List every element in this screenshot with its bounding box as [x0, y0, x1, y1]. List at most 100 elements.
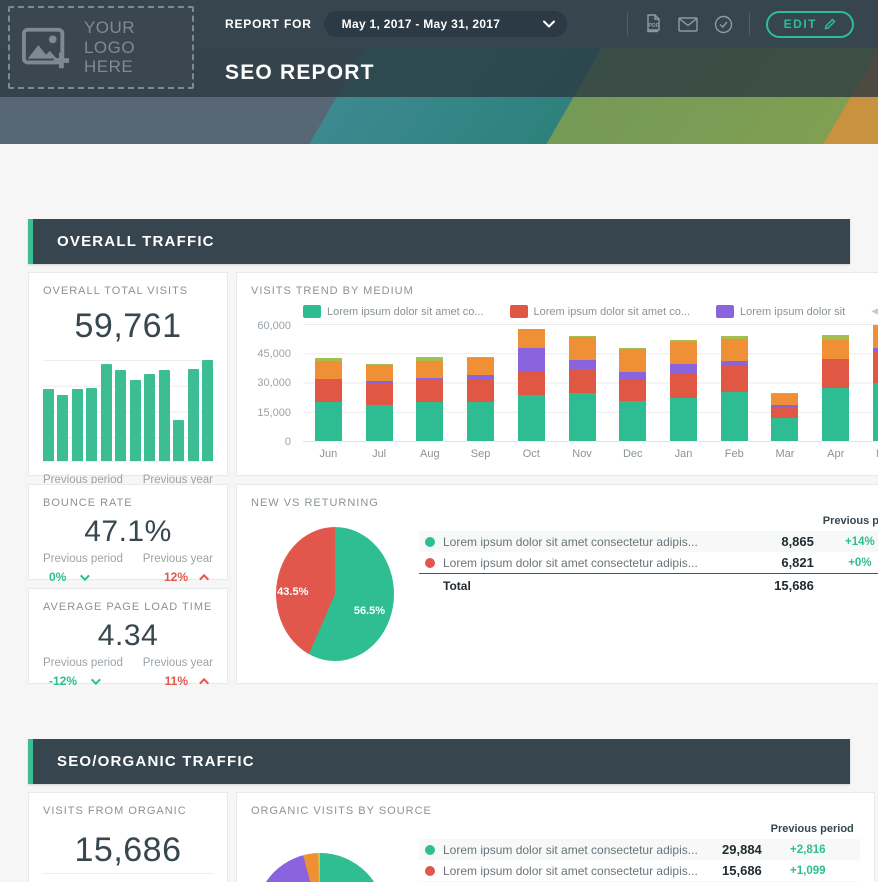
- bar-segment: [670, 364, 697, 374]
- table-row: Lorem ipsum dolor sit amet consectetur a…: [419, 552, 878, 573]
- schedule-check-icon[interactable]: [714, 15, 733, 34]
- change-value: 0%: [49, 570, 67, 584]
- pencil-icon: [824, 18, 836, 30]
- bar-segment: [416, 402, 444, 441]
- stacked-bar: [872, 324, 878, 441]
- bar-segment: [720, 336, 748, 339]
- bar-segment: [822, 388, 850, 441]
- new-vs-returning-table: Previous period Lorem ipsum dolor sit ame…: [419, 513, 878, 661]
- series-dot-icon: [425, 536, 435, 547]
- stacked-bar: [467, 324, 495, 441]
- pie-chart-new-vs-returning: 56.5% 43.5%: [251, 511, 419, 661]
- bar-segment: [771, 407, 799, 419]
- table-row: Lorem ipsum dolor sit amet consectetur a…: [419, 860, 860, 881]
- table-row: Lorem ipsum dolor sit amet consectetur a…: [419, 839, 860, 860]
- visits-from-organic-value: 15,686: [74, 831, 182, 869]
- bar: [173, 419, 185, 461]
- legend-swatch-icon: [716, 305, 735, 318]
- card-title: AVERAGE PAGE LOAD TIME: [43, 601, 213, 613]
- legend-label: Lorem ipsum dolor sit: [740, 305, 846, 318]
- divider: [43, 873, 213, 874]
- divider: [626, 13, 628, 35]
- card-title: VISITS TREND BY MEDIUM: [251, 285, 414, 297]
- x-axis-labels: Jun Jul Aug Sep Oct Nov Dec Jan Feb Mar Apr May: [303, 448, 878, 460]
- change-value: -12%: [49, 674, 78, 688]
- x-tick-label: Sep: [470, 448, 491, 460]
- gradient-band: [0, 97, 878, 144]
- logo-placeholder-text: YOUR LOGO HERE: [83, 18, 136, 77]
- bar-segment: [517, 394, 545, 441]
- bar-segment: [720, 361, 748, 367]
- bar: [158, 370, 170, 461]
- logo-placeholder[interactable]: YOUR LOGO HERE: [8, 6, 194, 89]
- x-tick-label: Apr: [827, 448, 845, 460]
- x-tick-label: Jan: [674, 448, 693, 460]
- x-tick-label: Mar: [775, 448, 795, 460]
- table-total-row: Total 15,686: [419, 573, 878, 597]
- bar: [144, 374, 156, 461]
- row-change: +2,816: [790, 843, 826, 856]
- card-visits-from-organic: VISITS FROM ORGANIC 15,686: [28, 792, 228, 882]
- pdf-export-icon[interactable]: PDF: [644, 14, 662, 34]
- bar-segment: [568, 335, 596, 338]
- legend-pager: ◀ 1/4 ▶: [871, 306, 878, 318]
- bar: [129, 380, 141, 461]
- y-tick-label: 45,000: [257, 347, 291, 360]
- section-title: OVERALL TRAFFIC: [57, 233, 215, 250]
- card-overall-total-visits: OVERALL TOTAL VISITS 59,761 Previous per…: [28, 272, 228, 505]
- email-icon[interactable]: [677, 16, 698, 32]
- card-new-vs-returning: NEW VS RETURNING 56.5% 43.5% Previous per…: [236, 484, 878, 684]
- change-value: 11%: [164, 674, 188, 688]
- bar-segment: [416, 357, 444, 361]
- bar: [187, 369, 199, 461]
- change-previous-period: Previous period -12%: [43, 657, 123, 688]
- date-range-dropdown[interactable]: May 1, 2017 - May 31, 2017: [323, 11, 567, 37]
- bar-segment: [568, 393, 596, 441]
- card-title: VISITS FROM ORGANIC: [43, 805, 187, 817]
- chevron-down-icon: [542, 20, 555, 28]
- x-tick-label: Jun: [319, 448, 338, 460]
- x-tick-label: Aug: [420, 448, 440, 460]
- y-tick-label: 0: [284, 436, 291, 448]
- x-tick-label: May: [871, 448, 878, 460]
- bar-segment: [619, 380, 647, 401]
- row-label: Lorem ipsum dolor sit amet consectetur a…: [443, 863, 698, 878]
- y-tick-label: 15,000: [257, 406, 291, 419]
- bar-segment: [416, 378, 444, 403]
- stacked-bar: [619, 324, 647, 441]
- legend-swatch-icon: [509, 305, 528, 318]
- page-title: SEO REPORT: [225, 60, 375, 84]
- bar-segment: [670, 340, 697, 342]
- bar: [86, 388, 98, 461]
- row-change: +1,099: [790, 864, 826, 877]
- bar-segment: [822, 359, 850, 389]
- svg-text:PDF: PDF: [648, 23, 658, 29]
- stacked-bar: [365, 324, 393, 441]
- bar-segment: [619, 371, 647, 381]
- y-tick-label: 30,000: [257, 377, 291, 389]
- stacked-bar-plot: [303, 324, 878, 442]
- card-organic-visits-by-source: ORGANIC VISITS BY SOURCE 18.8% Previous …: [236, 792, 875, 882]
- date-range-value: May 1, 2017 - May 31, 2017: [341, 17, 501, 31]
- monthly-visits-mini-bar-chart: [43, 360, 213, 462]
- bar-segment: [517, 329, 545, 349]
- stacked-bar: [416, 324, 444, 441]
- bar: [100, 363, 112, 461]
- table-header-previous-period: Previous period: [822, 515, 878, 527]
- bar: [57, 394, 69, 461]
- row-value: 8,865: [781, 534, 814, 549]
- bar-segment: [619, 347, 647, 349]
- report-header: REPORT FOR May 1, 2017 - May 31, 2017 PD…: [0, 0, 878, 144]
- card-title: BOUNCE RATE: [43, 497, 133, 509]
- stacked-bar: [517, 324, 545, 441]
- legend-label: Lorem ipsum dolor sit amet co...: [327, 305, 484, 318]
- card-avg-page-load-time: AVERAGE PAGE LOAD TIME 4.34 Previous per…: [28, 588, 228, 688]
- pager-prev-icon[interactable]: ◀: [871, 306, 878, 317]
- card-visits-trend-by-medium: VISITS TREND BY MEDIUM Lorem ipsum dolor…: [236, 272, 878, 476]
- bar-segment: [365, 404, 393, 441]
- edit-button[interactable]: EDIT: [765, 10, 854, 38]
- row-value: 6,821: [781, 555, 814, 570]
- bar-segment: [416, 360, 444, 378]
- stacked-bar: [720, 324, 748, 441]
- edit-button-label: EDIT: [783, 17, 817, 31]
